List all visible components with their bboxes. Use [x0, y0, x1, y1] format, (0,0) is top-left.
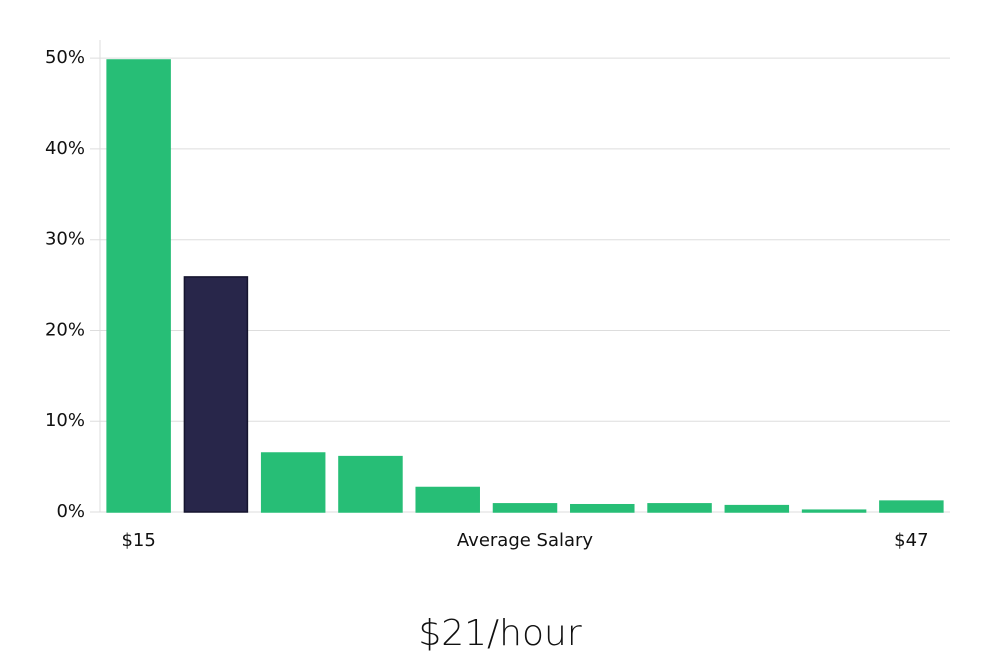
x-tick-label: $15 [121, 530, 155, 551]
bar [183, 276, 249, 513]
x-axis-label: Average Salary [457, 530, 594, 551]
bar [879, 500, 944, 513]
bar [106, 59, 171, 513]
bar [260, 452, 326, 513]
bar [492, 503, 558, 513]
y-tick-label: 40% [45, 138, 85, 159]
y-tick-label: 30% [45, 229, 85, 250]
y-tick-label: 10% [45, 410, 85, 431]
x-tick-label: $47 [894, 530, 928, 551]
bar [415, 486, 480, 513]
bar [801, 509, 867, 513]
bar [724, 504, 790, 513]
y-tick-label: 50% [45, 47, 85, 68]
caption: $21/hour [418, 613, 582, 654]
bar [570, 503, 635, 513]
bar [647, 503, 712, 513]
y-tick-label: 20% [45, 319, 85, 340]
bar [338, 455, 403, 513]
y-tick-label: 0% [56, 501, 85, 522]
